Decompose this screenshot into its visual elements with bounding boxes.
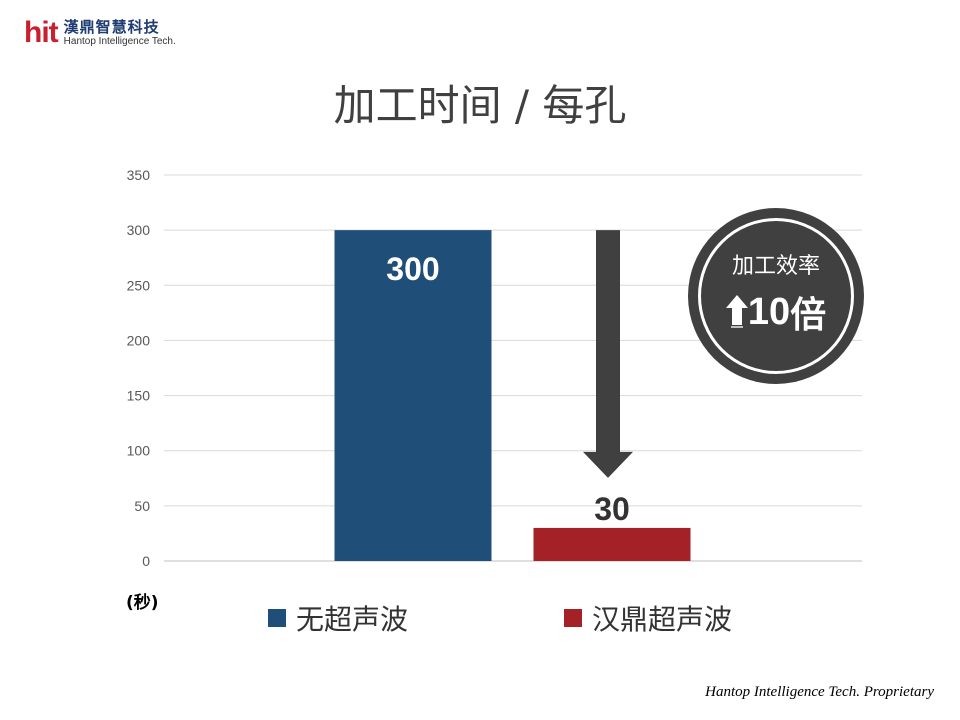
footer-proprietary: Hantop Intelligence Tech. Proprietary	[705, 684, 934, 700]
y-tick-label: 200	[127, 332, 151, 348]
legend-swatch-hantop-ultrasonic	[564, 609, 582, 627]
efficiency-badge: 加工效率 10 倍	[688, 208, 864, 384]
y-tick-label: 150	[127, 388, 151, 404]
reduction-arrow	[583, 230, 633, 478]
legend-item-no-ultrasonic: 无超声波	[268, 598, 408, 638]
logo-mark: hit	[24, 16, 59, 49]
y-tick-label: 50	[134, 498, 150, 514]
y-tick-label: 100	[127, 443, 151, 459]
badge-suffix: 倍	[790, 295, 827, 336]
data-label: 30	[594, 491, 630, 527]
legend-label-no-ultrasonic: 无超声波	[296, 603, 409, 636]
badge-value-row: 10 倍	[725, 286, 827, 338]
y-tick-label: 350	[127, 167, 151, 183]
badge-inner-ring: 加工效率 10 倍	[698, 218, 854, 374]
y-tick-label: 300	[127, 222, 151, 238]
badge-value: 10	[747, 290, 791, 333]
y-tick-label: 250	[127, 277, 151, 293]
page-title: 加工时间 / 每孔	[333, 81, 627, 130]
up-arrow-icon	[725, 295, 748, 328]
logo-name-en: Hantop Intelligence Tech.	[63, 35, 176, 47]
y-axis-unit: (秒)	[126, 593, 159, 613]
badge-label: 加工效率	[731, 254, 820, 279]
data-label: 300	[386, 251, 439, 287]
bar	[334, 230, 492, 561]
logo-text: 漢鼎智慧科技 Hantop Intelligence Tech.	[64, 19, 176, 47]
legend-item-hantop-ultrasonic: 汉鼎超声波	[564, 598, 732, 638]
bar	[533, 527, 691, 561]
y-tick-label: 0	[142, 553, 150, 569]
logo-name-cn: 漢鼎智慧科技	[63, 18, 160, 37]
company-logo: hit 漢鼎智慧科技 Hantop Intelligence Tech.	[24, 18, 176, 48]
legend-label-hantop-ultrasonic: 汉鼎超声波	[592, 603, 733, 636]
legend-swatch-no-ultrasonic	[268, 609, 286, 627]
